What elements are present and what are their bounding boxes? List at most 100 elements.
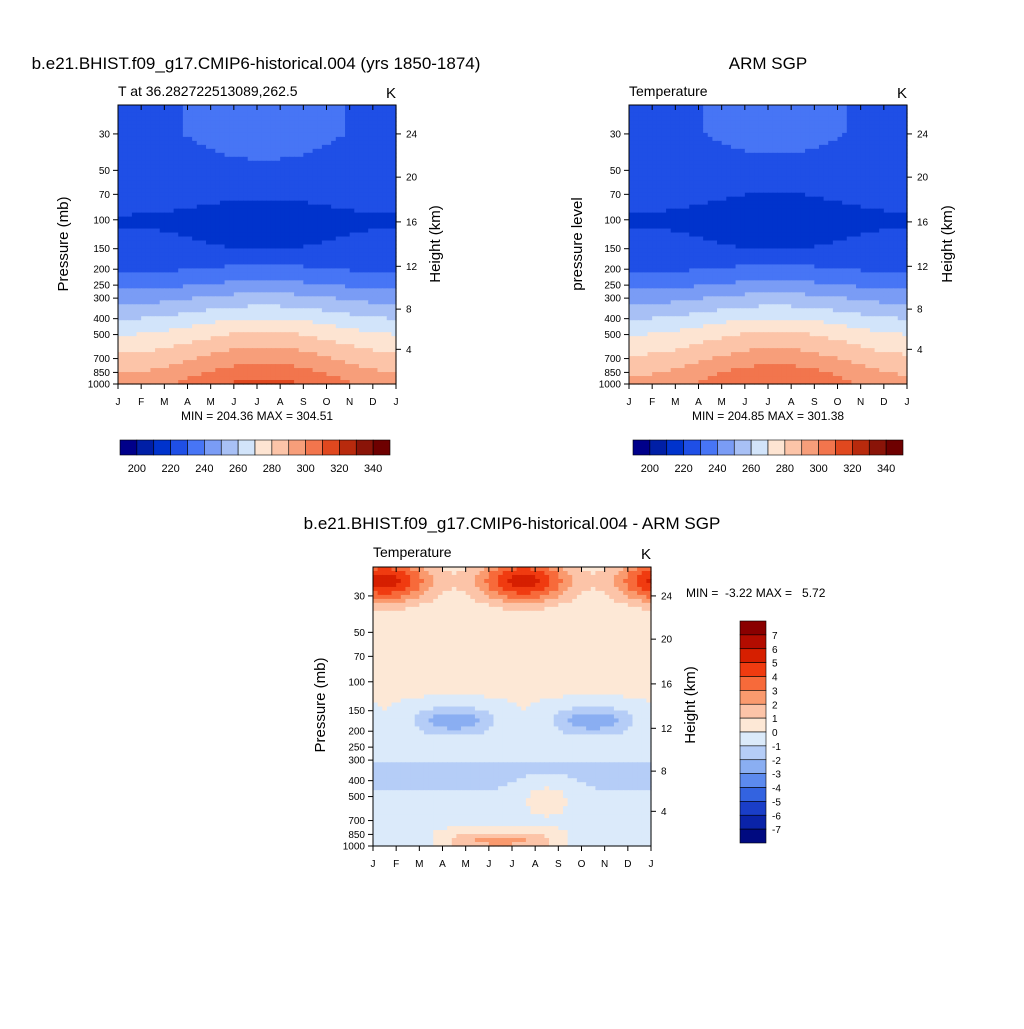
field-cell — [146, 189, 151, 194]
field-cell — [252, 177, 257, 182]
field-cell — [174, 141, 179, 146]
field-cell — [303, 340, 308, 345]
field-cell — [225, 352, 230, 357]
field-cell — [345, 372, 350, 377]
field-cell — [155, 252, 160, 257]
field-cell — [118, 213, 123, 218]
field-cell — [174, 209, 179, 214]
field-cell — [354, 181, 359, 186]
field-cell — [340, 185, 345, 190]
field-cell — [708, 109, 713, 114]
field-cell — [150, 300, 155, 305]
field-cell — [745, 137, 750, 142]
field-cell — [183, 165, 188, 170]
field-cell — [317, 280, 322, 285]
field-cell — [127, 304, 132, 309]
field-cell — [225, 284, 230, 289]
field-cell — [118, 109, 123, 114]
field-cell — [299, 237, 304, 242]
field-cell — [359, 165, 364, 170]
field-cell — [377, 193, 382, 198]
field-cell — [377, 304, 382, 309]
field-cell — [169, 316, 174, 321]
field-cell — [652, 149, 657, 154]
field-cell — [345, 177, 350, 182]
field-cell — [345, 328, 350, 333]
height-tick-label: 16 — [406, 217, 418, 228]
field-cell — [123, 268, 128, 273]
field-cell — [234, 340, 239, 345]
field-cell — [178, 344, 183, 349]
field-cell — [155, 229, 160, 234]
field-cell — [160, 113, 165, 118]
field-cell — [634, 145, 639, 150]
field-cell — [234, 161, 239, 166]
field-cell — [201, 336, 206, 341]
field-cell — [322, 145, 327, 150]
field-cell — [243, 213, 248, 218]
field-cell — [387, 372, 392, 377]
field-cell — [215, 372, 220, 377]
field-cell — [243, 352, 248, 357]
field-cell — [289, 149, 294, 154]
field-cell — [893, 133, 898, 138]
field-cell — [201, 201, 206, 206]
field-cell — [169, 201, 174, 206]
field-cell — [629, 141, 634, 146]
field-cell — [164, 177, 169, 182]
field-cell — [703, 113, 708, 118]
field-cell — [303, 356, 308, 361]
field-cell — [243, 141, 248, 146]
field-cell — [271, 149, 276, 154]
field-cell — [248, 320, 253, 325]
field-cell — [327, 348, 332, 353]
field-cell — [303, 121, 308, 126]
field-cell — [359, 221, 364, 226]
field-cell — [340, 245, 345, 250]
field-cell — [280, 145, 285, 150]
field-cell — [294, 185, 299, 190]
field-cell — [127, 352, 132, 357]
field-cell — [879, 145, 884, 150]
field-cell — [285, 360, 290, 365]
field-cell — [229, 137, 234, 142]
field-cell — [206, 268, 211, 273]
field-cell — [238, 201, 243, 206]
field-cell — [842, 137, 847, 142]
field-cell — [178, 296, 183, 301]
field-cell — [359, 316, 364, 321]
field-cell — [303, 372, 308, 377]
field-cell — [188, 181, 193, 186]
field-cell — [280, 328, 285, 333]
field-cell — [169, 276, 174, 281]
field-cell — [271, 241, 276, 246]
field-cell — [387, 161, 392, 166]
field-cell — [192, 300, 197, 305]
field-cell — [884, 125, 889, 130]
field-cell — [229, 117, 234, 122]
field-cell — [634, 137, 639, 142]
field-cell — [736, 105, 741, 110]
field-cell — [160, 141, 165, 146]
field-cell — [373, 336, 378, 341]
field-cell — [266, 376, 271, 381]
field-cell — [137, 221, 142, 226]
field-cell — [377, 185, 382, 190]
field-cell — [192, 165, 197, 170]
field-cell — [276, 280, 281, 285]
field-cell — [285, 376, 290, 381]
field-cell — [132, 157, 137, 162]
field-cell — [294, 229, 299, 234]
field-cell — [164, 217, 169, 222]
field-cell — [266, 336, 271, 341]
field-cell — [252, 241, 257, 246]
field-cell — [331, 308, 336, 313]
field-cell — [178, 165, 183, 170]
field-cell — [160, 181, 165, 186]
field-cell — [313, 181, 318, 186]
field-cell — [317, 217, 322, 222]
field-cell — [810, 117, 815, 122]
field-cell — [377, 316, 382, 321]
field-cell — [364, 221, 369, 226]
field-cell — [289, 153, 294, 158]
